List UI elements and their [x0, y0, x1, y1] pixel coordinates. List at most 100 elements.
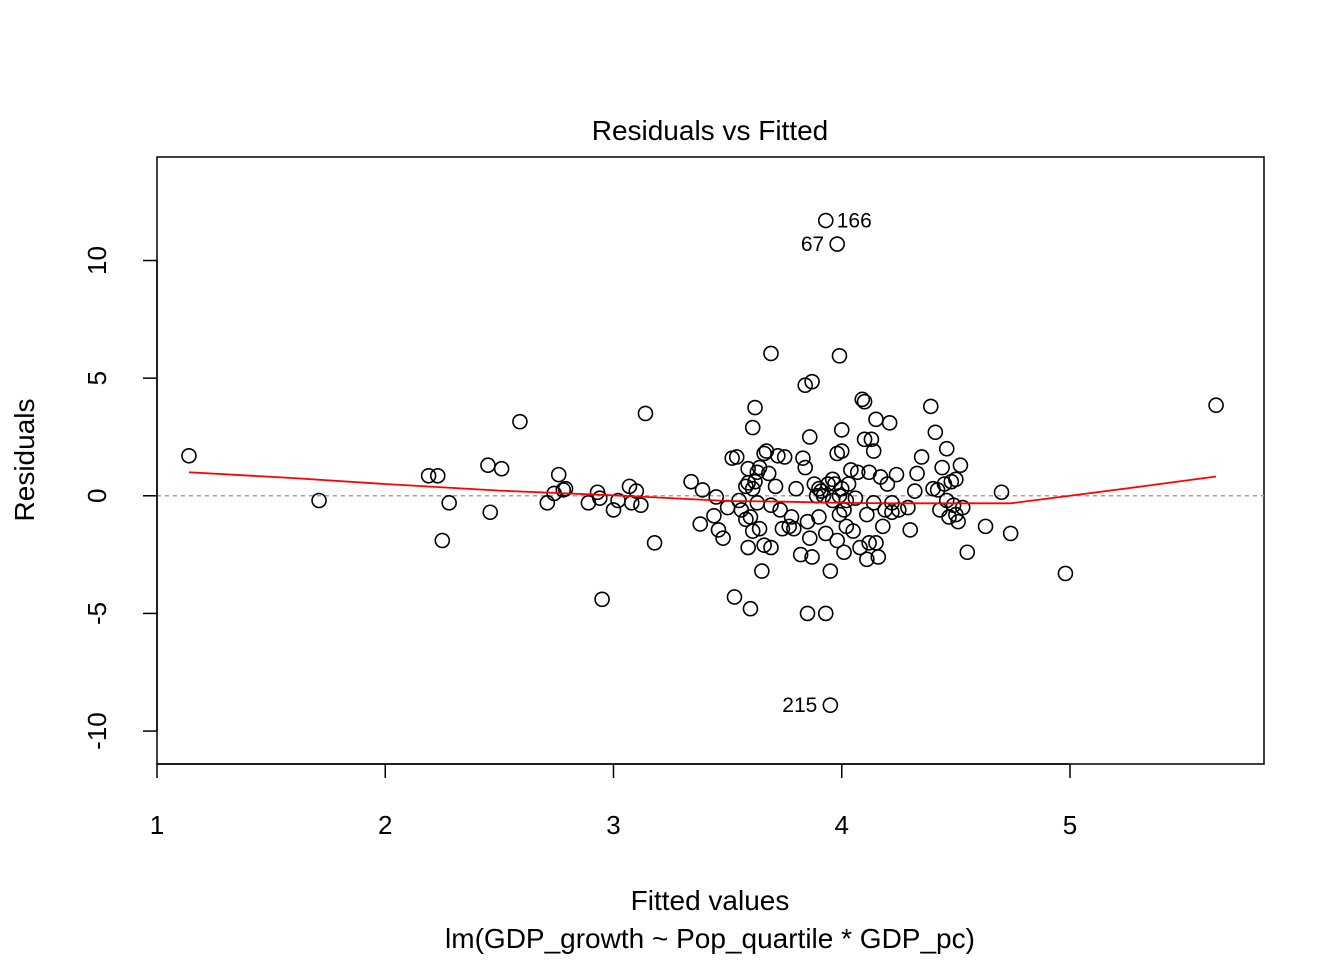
x-tick-label: 1: [150, 810, 164, 840]
residual-point: [856, 393, 873, 410]
residual-point: [738, 478, 754, 495]
residual-point: [801, 530, 818, 546]
y-tick-label: 5: [82, 371, 112, 385]
residual-point: [742, 509, 759, 525]
residual-point: [843, 462, 859, 478]
residual-point: [747, 399, 763, 416]
residual-point: [512, 413, 528, 430]
residual-point: [742, 600, 759, 617]
residual-point: [831, 506, 848, 523]
residual-point: [959, 544, 976, 561]
residual-point: [767, 478, 784, 495]
residual-point: [692, 516, 709, 532]
residual-point: [833, 443, 850, 459]
residual-point: [694, 482, 711, 498]
residual-point: [441, 495, 457, 511]
residual-point: [480, 457, 496, 474]
residual-point: [434, 532, 451, 549]
residual-point: [852, 539, 868, 556]
residual-point: [710, 522, 727, 538]
residual-point: [909, 465, 925, 482]
residual-point: [763, 497, 779, 514]
residual-point: [829, 236, 845, 252]
residual-point: [605, 502, 622, 518]
x-tick-label: 2: [378, 810, 392, 840]
residual-point: [1208, 397, 1224, 414]
residual-point: [934, 459, 950, 476]
outlier-label: 215: [782, 694, 817, 717]
residual-point: [760, 465, 777, 482]
residual-point: [817, 212, 834, 229]
residual-point: [922, 398, 939, 415]
residual-point: [591, 490, 608, 506]
residual-point: [763, 539, 779, 556]
residual-point: [797, 459, 814, 476]
residual-point: [776, 449, 793, 465]
residual-point: [311, 492, 327, 509]
chart-title: Residuals vs Fitted: [592, 115, 829, 146]
residual-point: [715, 530, 731, 546]
residual-point: [879, 476, 896, 492]
residual-point: [954, 499, 971, 516]
residual-point: [744, 480, 761, 497]
residual-point: [884, 504, 900, 521]
plot-frame: [156, 156, 1265, 765]
residual-point: [429, 467, 446, 484]
residual-point: [728, 449, 745, 465]
residual-point: [932, 502, 948, 518]
residual-point: [628, 483, 645, 499]
residual-point: [1057, 565, 1074, 582]
residual-point: [1002, 525, 1019, 542]
residual-point: [822, 563, 839, 579]
residual-point: [683, 473, 699, 490]
residual-point: [993, 484, 1010, 501]
residual-point: [950, 513, 966, 530]
residual-point: [539, 495, 556, 511]
residual-point: [845, 523, 861, 539]
residual-point: [801, 429, 818, 445]
residual-point: [749, 495, 766, 511]
residual-point: [817, 605, 834, 622]
residual-point: [646, 535, 663, 551]
residual-point: [856, 431, 873, 448]
y-tick-label: 10: [82, 246, 112, 275]
residual-point: [870, 549, 887, 565]
outlier-labels: 166 67 215: [782, 210, 872, 718]
y-axis: -10 -5 0 5 10: [82, 246, 158, 750]
residual-point: [772, 502, 788, 518]
residual-point: [706, 507, 722, 524]
x-tick-label: 3: [606, 810, 620, 840]
residual-point: [977, 518, 994, 535]
residual-point: [881, 415, 898, 431]
residual-point: [952, 457, 969, 474]
residual-point: [747, 473, 763, 490]
residual-point: [875, 518, 891, 535]
residual-point: [831, 348, 848, 364]
residual-point: [817, 525, 834, 542]
residual-point: [868, 411, 884, 428]
y-tick-label: -5: [82, 602, 112, 625]
residual-point: [847, 490, 864, 506]
residual-point: [740, 460, 756, 477]
residual-point: [770, 447, 786, 464]
x-tick-label: 4: [835, 810, 849, 840]
residual-point: [822, 697, 839, 713]
residual-point: [751, 520, 768, 537]
residual-point: [740, 539, 756, 556]
outlier-label: 67: [801, 233, 824, 256]
residual-point: [902, 522, 919, 538]
residual-point: [820, 476, 836, 492]
x-axis-label: Fitted values: [631, 885, 790, 916]
residual-point: [829, 532, 845, 549]
residual-point: [708, 489, 725, 505]
residual-point: [906, 483, 923, 499]
residual-point: [854, 391, 871, 408]
residual-point: [594, 591, 610, 608]
residual-point: [783, 509, 800, 525]
residual-point: [888, 466, 905, 483]
residual-point: [420, 467, 437, 484]
residual-point: [900, 499, 916, 516]
residual-point: [482, 504, 499, 521]
residual-point: [804, 373, 820, 390]
